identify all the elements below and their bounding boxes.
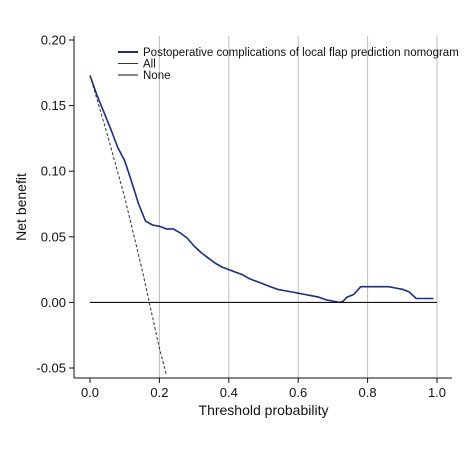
- series-line-1: [89, 75, 167, 375]
- x-tick-label-4: 0.8: [359, 385, 377, 400]
- legend-label-2: None: [143, 70, 171, 82]
- x-tick-label-1: 0.2: [150, 385, 168, 400]
- legend: Postoperative complications of local fla…: [118, 47, 459, 82]
- grid-lines: [158, 36, 438, 378]
- x-axis-label: Threshold probability: [199, 402, 329, 418]
- legend-label-0: Postoperative complications of local fla…: [143, 47, 459, 59]
- y-tick-label-1: 0.00: [41, 295, 66, 310]
- axes: [69, 36, 452, 383]
- legend-label-1: All: [143, 59, 156, 71]
- series-line-0: [89, 75, 434, 304]
- y-tick-label-4: 0.15: [41, 98, 66, 113]
- tick-labels: -0.05 0.00 0.05 0.10 0.15 0.20 0.0 0.2 0.4 0.6 0.8…: [36, 33, 446, 401]
- y-tick-label-3: 0.10: [41, 164, 66, 179]
- x-tick-label-0: 0.0: [81, 385, 99, 400]
- y-axis-label: Net benefit: [13, 173, 29, 241]
- x-tick-label-5: 1.0: [428, 385, 446, 400]
- y-tick-label-0: -0.05: [36, 361, 66, 376]
- x-tick-label-2: 0.4: [220, 385, 238, 400]
- series-lines: [89, 75, 437, 375]
- y-tick-label-2: 0.05: [41, 229, 66, 244]
- y-tick-label-5: 0.20: [41, 33, 66, 48]
- x-tick-label-3: 0.6: [289, 385, 307, 400]
